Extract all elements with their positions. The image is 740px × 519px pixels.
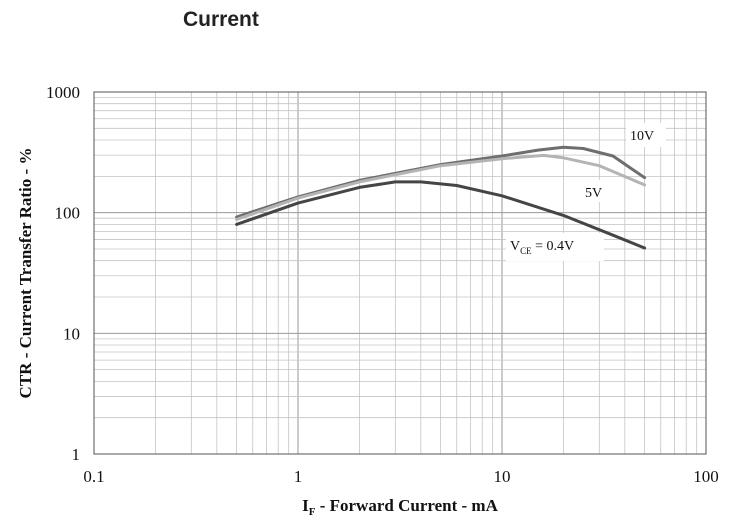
y-tick-label: 10 (63, 324, 80, 343)
series-label-rest: = 0.4V (532, 239, 575, 254)
series-labels: 10V 5V VCE = 0.4V (506, 123, 666, 261)
series-label-sub: CE (520, 246, 532, 256)
series-label-background (626, 123, 666, 147)
grid (94, 92, 706, 454)
x-axis-title: IF - Forward Current - mA (302, 496, 498, 518)
x-tick-label: 0.1 (83, 467, 104, 486)
series-line-2 (235, 180, 647, 250)
series-group (235, 145, 647, 250)
series-line-1 (235, 153, 647, 221)
series-label-background (581, 180, 611, 202)
series-label-main: 5V (585, 186, 602, 201)
x-tick-label: 10 (494, 467, 511, 486)
x-axis-title-main: I (302, 496, 309, 515)
chart-title: Current (183, 8, 259, 31)
series-label-main: 10V (630, 129, 654, 144)
y-tick-label: 100 (55, 204, 81, 223)
series-label-2: VCE = 0.4V (510, 239, 574, 256)
plot-area-frame (93, 91, 707, 455)
x-axis-title-rest: - Forward Current - mA (315, 496, 498, 515)
series-label-background (506, 233, 604, 261)
x-axis-title-sub: F (309, 506, 316, 518)
series-label-main: V (510, 239, 520, 254)
y-tick-label: 1000 (46, 83, 80, 102)
series-label-0: 10V (630, 129, 654, 144)
x-tick-label: 100 (693, 467, 719, 486)
series-label-1: 5V (585, 186, 602, 201)
x-tick-label: 1 (294, 467, 303, 486)
y-axis-title: CTR - Current Transfer Ratio - % (16, 148, 35, 399)
y-tick-label: 1 (72, 445, 81, 464)
